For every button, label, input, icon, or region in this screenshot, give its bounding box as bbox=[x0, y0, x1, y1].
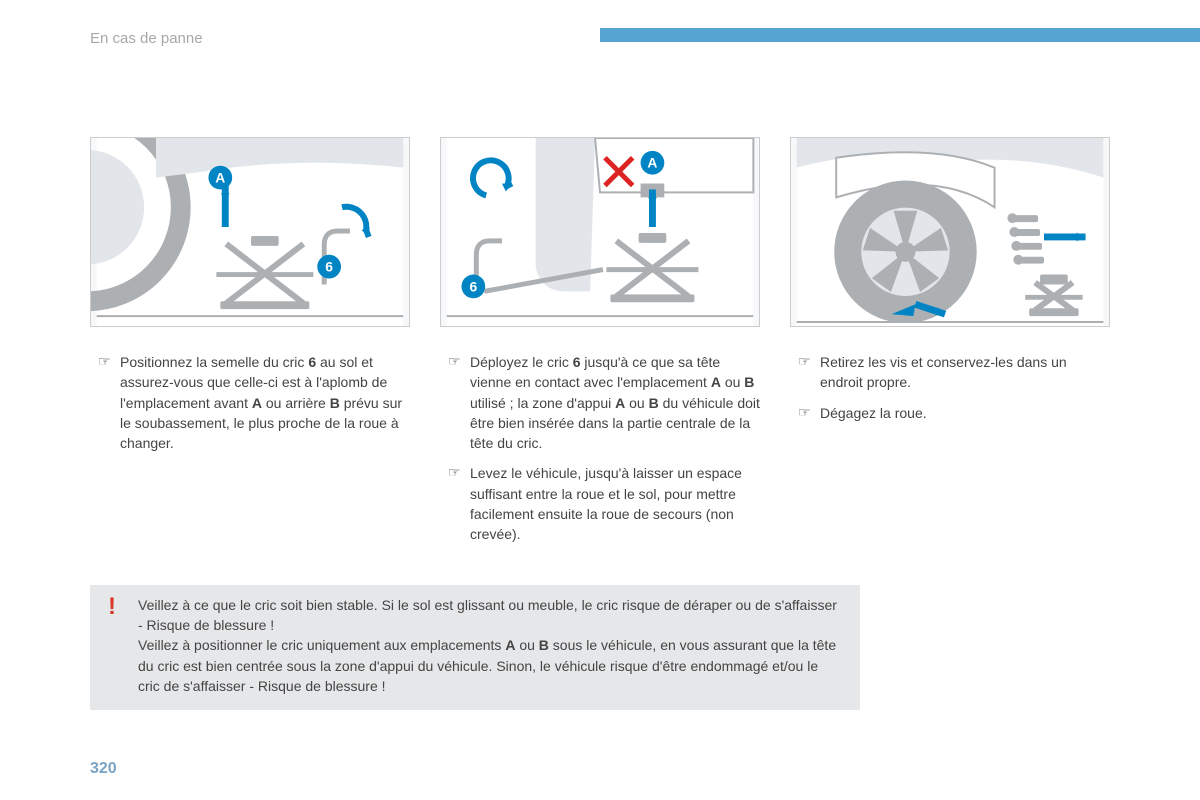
svg-text:A: A bbox=[215, 170, 225, 186]
column-1: A6 ☞Positionnez la semelle du cric 6 au … bbox=[90, 137, 410, 555]
column-3: ☞Retirez les vis et conservez-les dans u… bbox=[790, 137, 1110, 555]
hand-pointer-icon: ☞ bbox=[798, 352, 820, 372]
illustration-wheel-remove bbox=[790, 137, 1110, 327]
bullet-list-1: ☞Positionnez la semelle du cric 6 au sol… bbox=[90, 352, 410, 453]
hand-pointer-icon: ☞ bbox=[448, 463, 470, 483]
content-columns: A6 ☞Positionnez la semelle du cric 6 au … bbox=[90, 137, 1110, 555]
warning-box: ! Veillez à ce que le cric soit bien sta… bbox=[90, 585, 860, 710]
page-number: 320 bbox=[90, 760, 117, 778]
bullet-text: Déployez le cric 6 jusqu'à ce que sa têt… bbox=[470, 352, 760, 453]
svg-text:6: 6 bbox=[469, 278, 477, 294]
illustration-jack-position: A6 bbox=[90, 137, 410, 327]
bullet-list-2: ☞Déployez le cric 6 jusqu'à ce que sa tê… bbox=[440, 352, 760, 545]
bullet-text: Levez le véhicule, jusqu'à laisser un es… bbox=[470, 463, 760, 544]
column-2: A6 ☞Déployez le cric 6 jusqu'à ce que sa… bbox=[440, 137, 760, 555]
bullet-text: Dégagez la roue. bbox=[820, 403, 927, 423]
bullet-text: Positionnez la semelle du cric 6 au sol … bbox=[120, 352, 410, 453]
hand-pointer-icon: ☞ bbox=[98, 352, 120, 372]
header-bar bbox=[600, 28, 1200, 42]
bullet-text: Retirez les vis et conservez-les dans un… bbox=[820, 352, 1110, 393]
bullet-list-3: ☞Retirez les vis et conservez-les dans u… bbox=[790, 352, 1110, 423]
warning-text: Veillez à ce que le cric soit bien stabl… bbox=[138, 595, 842, 696]
svg-text:6: 6 bbox=[325, 259, 333, 275]
hand-pointer-icon: ☞ bbox=[448, 352, 470, 372]
illustration-jack-deploy: A6 bbox=[440, 137, 760, 327]
hand-pointer-icon: ☞ bbox=[798, 403, 820, 423]
svg-text:A: A bbox=[647, 155, 657, 171]
warning-icon: ! bbox=[108, 595, 138, 619]
